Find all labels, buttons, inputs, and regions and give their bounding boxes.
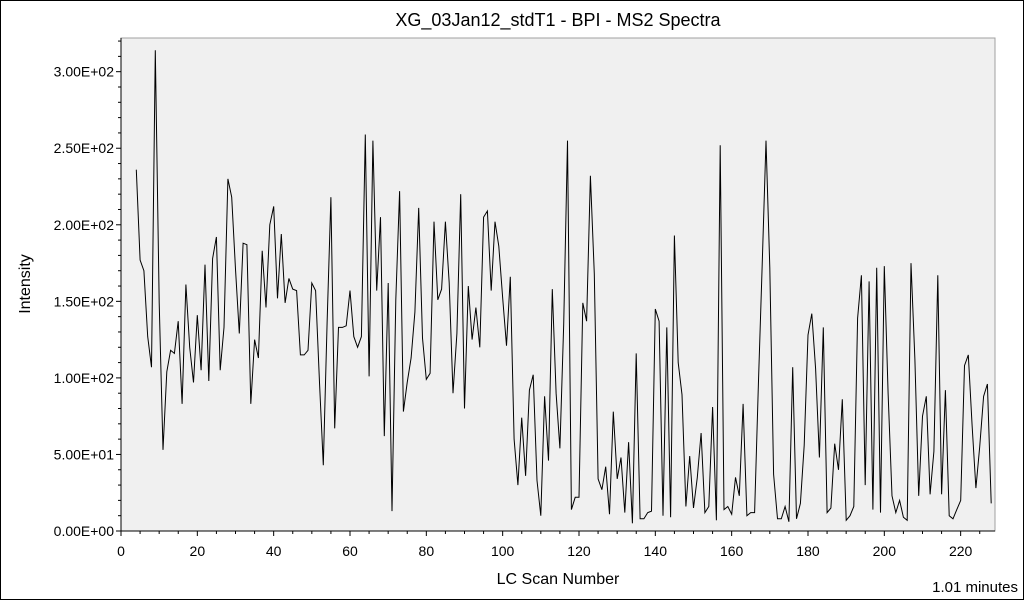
y-tick-label: 5.00E+01 <box>54 446 115 462</box>
series-line-0 <box>135 50 992 524</box>
y-tick-label: 1.00E+02 <box>54 370 115 386</box>
y-axis: 0.00E+00 5.00E+01 1.00E+02 1.50E+02 2.00E+02… <box>54 38 122 539</box>
x-tick-label: 120 <box>567 543 591 559</box>
x-axis: 0 20 40 60 80 100 120 140 160 180 200 220 <box>117 530 995 559</box>
chart-title: XG_03Jan12_stdT1 - BPI - MS2 Spectra <box>395 10 721 31</box>
y-axis-label: Intensity <box>17 254 34 314</box>
x-tick-label: 100 <box>491 543 515 559</box>
y-tick-label: 0.00E+00 <box>54 523 115 539</box>
y-tick-label: 2.50E+02 <box>54 140 115 156</box>
plot-area <box>120 37 996 532</box>
x-tick-label: 80 <box>419 543 435 559</box>
x-axis-label: LC Scan Number <box>497 571 620 588</box>
y-tick-label: 1.50E+02 <box>54 293 115 309</box>
x-tick-label: 0 <box>117 543 125 559</box>
x-tick-label: 40 <box>266 543 282 559</box>
x-tick-label: 180 <box>796 543 820 559</box>
y-tick-label: 2.00E+02 <box>54 217 115 233</box>
x-tick-label: 220 <box>949 543 973 559</box>
x-tick-label: 160 <box>720 543 744 559</box>
series-layer <box>135 50 992 524</box>
x-tick-label: 140 <box>644 543 668 559</box>
duration-readout: 1.01 minutes <box>932 579 1018 596</box>
x-tick-label: 60 <box>342 543 358 559</box>
x-tick-label: 20 <box>190 543 206 559</box>
y-tick-label: 3.00E+02 <box>54 64 115 80</box>
x-tick-label: 200 <box>873 543 897 559</box>
